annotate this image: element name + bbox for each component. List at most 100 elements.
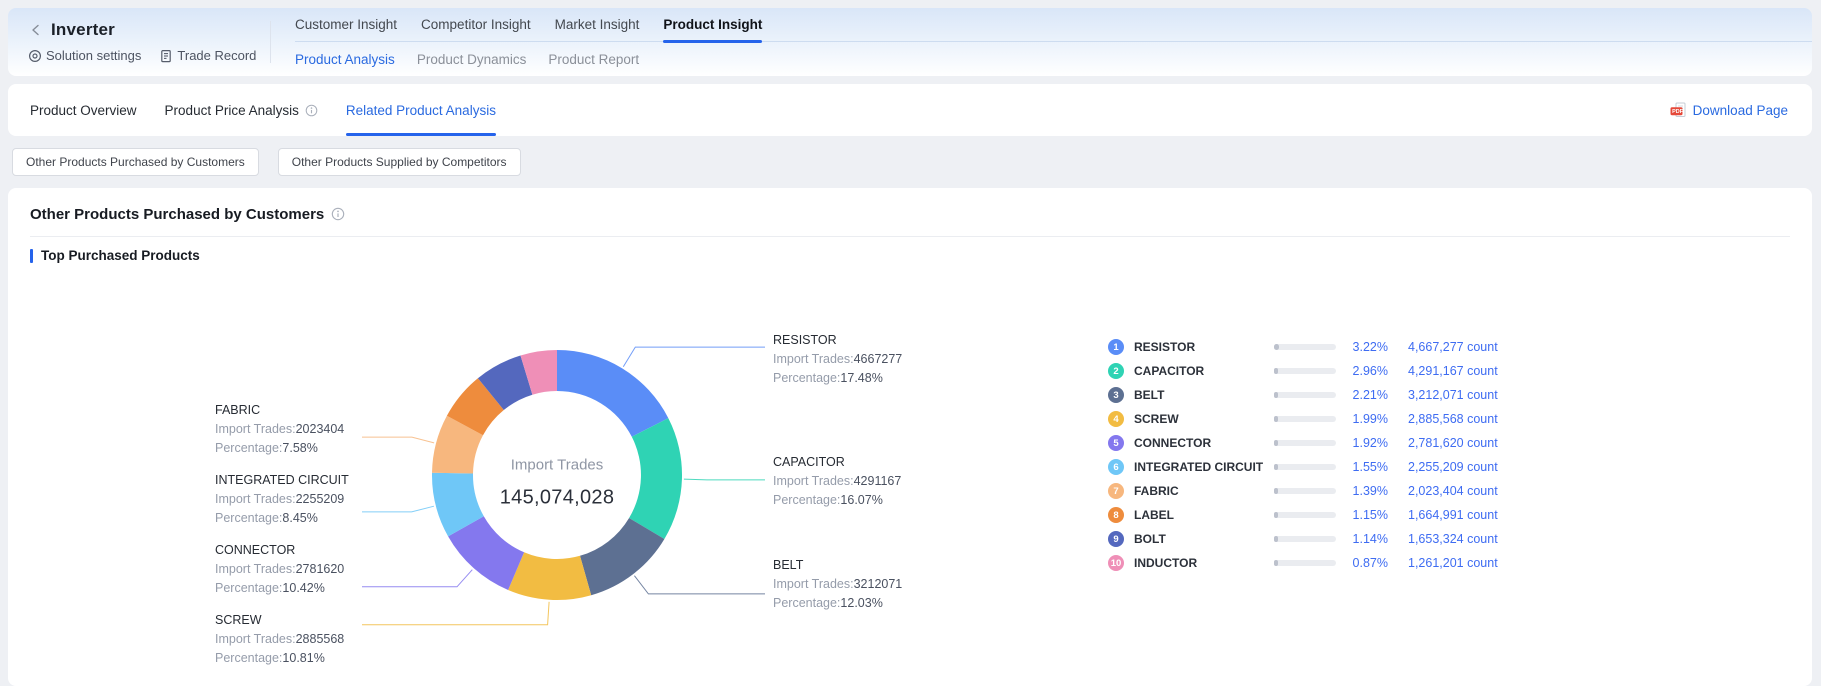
callout-percentage: Percentage:17.48% [773, 369, 902, 388]
share-bar [1274, 488, 1336, 494]
download-page-label: Download Page [1693, 103, 1788, 118]
main-tabs: Customer Insight Competitor Insight Market… [295, 8, 1812, 42]
share-bar-fill [1274, 344, 1279, 350]
callout-product-name: INTEGRATED CIRCUIT [215, 471, 349, 490]
callout-pct-prefix: Percentage: [215, 511, 282, 525]
toolbar-tab-label: Product Overview [30, 103, 137, 118]
share-bar [1274, 512, 1336, 518]
page: Inverter Solution settings Trade Record … [0, 0, 1821, 686]
donut-segment-capacitor[interactable] [629, 418, 682, 539]
callout-import-trades: Import Trades:2885568 [215, 630, 344, 649]
callout-pct-prefix: Percentage: [773, 371, 840, 385]
back-chevron-icon[interactable] [28, 22, 44, 38]
donut-callout-screw: SCREWImport Trades:2885568Percentage:10.… [215, 611, 344, 668]
callout-product-name: SCREW [215, 611, 344, 630]
product-name: INDUCTOR [1134, 556, 1274, 570]
callout-pct-value: 10.42% [282, 581, 324, 595]
callout-import-trades: Import Trades:2255209 [215, 490, 349, 509]
tab-customer-insight[interactable]: Customer Insight [295, 8, 397, 41]
trade-count: 2,023,404 count [1408, 484, 1498, 498]
toolbar-tab-label: Related Product Analysis [346, 103, 496, 118]
product-name: INTEGRATED CIRCUIT [1134, 460, 1274, 474]
callout-trades-prefix: Import Trades: [215, 562, 296, 576]
tab-product-insight[interactable]: Product Insight [663, 8, 762, 41]
rank-badge: 10 [1108, 555, 1124, 571]
callout-percentage: Percentage:12.03% [773, 594, 902, 613]
product-name: LABEL [1134, 508, 1274, 522]
rank-badge: 8 [1108, 507, 1124, 523]
sub-tabs: Product Analysis Product Dynamics Product … [295, 42, 1812, 76]
trade-count: 2,255,209 count [1408, 460, 1498, 474]
toolbar-tab-product-price-analysis[interactable]: Product Price Analysis [165, 84, 318, 136]
rank-badge: 9 [1108, 531, 1124, 547]
tab-competitor-insight[interactable]: Competitor Insight [421, 8, 531, 41]
donut-callout-integrated-circuit: INTEGRATED CIRCUITImport Trades:2255209 P… [215, 471, 349, 528]
donut-callout-belt: BELTImport Trades:3212071Percentage:12.0… [773, 556, 902, 613]
product-name: FABRIC [1134, 484, 1274, 498]
callout-pct-prefix: Percentage: [215, 441, 282, 455]
label-line-fabric [362, 437, 434, 443]
subtab-product-analysis[interactable]: Product Analysis [295, 52, 395, 67]
filter-button-other-products-purchased-by-customers[interactable]: Other Products Purchased by Customers [12, 148, 259, 176]
donut-callout-connector: CONNECTORImport Trades:2781620Percentage… [215, 541, 344, 598]
solution-settings-button[interactable]: Solution settings [28, 48, 141, 63]
callout-pct-value: 8.45% [282, 511, 317, 525]
share-bar-fill [1274, 536, 1278, 542]
subtab-product-report[interactable]: Product Report [548, 52, 639, 67]
header-left: Inverter Solution settings Trade Record [8, 8, 270, 76]
callout-product-name: BELT [773, 556, 902, 575]
ranking-row-resistor: 1 RESISTOR 3.22% 4,667,277 count [1108, 335, 1498, 359]
callout-product-name: CONNECTOR [215, 541, 344, 560]
subtab-product-dynamics[interactable]: Product Dynamics [417, 52, 527, 67]
filter-button-other-products-supplied-by-competitors[interactable]: Other Products Supplied by Competitors [278, 148, 521, 176]
share-percent: 3.22% [1336, 340, 1388, 354]
callout-trades-value: 2023404 [296, 422, 345, 436]
toolbar-tab-product-overview[interactable]: Product Overview [30, 84, 137, 136]
accent-bar [30, 249, 33, 263]
rank-badge: 1 [1108, 339, 1124, 355]
share-bar [1274, 416, 1336, 422]
label-line-integrated-circuit [362, 506, 434, 512]
donut-callout-fabric: FABRICImport Trades:2023404Percentage:7.… [215, 401, 344, 458]
rank-badge: 5 [1108, 435, 1124, 451]
share-bar [1274, 368, 1336, 374]
ranking-row-screw: 4SCREW1.99%2,885,568 count [1108, 407, 1498, 431]
info-icon[interactable] [331, 207, 345, 221]
header: Inverter Solution settings Trade Record … [8, 8, 1812, 76]
callout-percentage: Percentage:7.58% [215, 439, 344, 458]
product-name: RESISTOR [1134, 340, 1274, 354]
trade-count: 4,291,167 count [1408, 364, 1498, 378]
chart-area: Import Trades 145,074,028 RESISTORImport… [30, 268, 1790, 668]
trade-count: 1,653,324 count [1408, 532, 1498, 546]
callout-import-trades: Import Trades:4291167 [773, 472, 901, 491]
tab-market-insight[interactable]: Market Insight [555, 8, 640, 41]
callout-trades-prefix: Import Trades: [215, 492, 296, 506]
callout-percentage: Percentage:10.81% [215, 649, 344, 668]
share-bar-fill [1274, 392, 1278, 398]
rank-badge: 3 [1108, 387, 1124, 403]
callout-product-name: CAPACITOR [773, 453, 901, 472]
info-icon [305, 104, 318, 117]
share-bar [1274, 392, 1336, 398]
donut-segment-resistor[interactable] [557, 350, 668, 437]
rank-badge: 2 [1108, 363, 1124, 379]
trade-count: 4,667,277 count [1408, 340, 1498, 354]
callout-import-trades: Import Trades:4667277 [773, 350, 902, 369]
share-bar-fill [1274, 440, 1278, 446]
toolbar: Product Overview Product Price Analysis Re… [8, 84, 1812, 136]
callout-trades-prefix: Import Trades: [215, 422, 296, 436]
callout-pct-value: 17.48% [840, 371, 882, 385]
top-products-ranking: 1RESISTOR3.22%4,667,277 count2CAPACITOR2… [1108, 335, 1498, 575]
trade-record-button[interactable]: Trade Record [159, 48, 256, 63]
callout-pct-value: 16.07% [840, 493, 882, 507]
product-name: SCREW [1134, 412, 1274, 426]
ranking-row-bolt: 9BOLT1.14%1,653,324 count [1108, 527, 1498, 551]
product-name: CONNECTOR [1134, 436, 1274, 450]
download-page-button[interactable]: PDF Download Page [1670, 102, 1788, 118]
product-name: BELT [1134, 388, 1274, 402]
ranking-row-capacitor: 2CAPACITOR2.96%4,291,167 count [1108, 359, 1498, 383]
share-percent: 2.96% [1336, 364, 1388, 378]
toolbar-tab-related-product-analysis[interactable]: Related Product Analysis [346, 84, 496, 136]
share-bar [1274, 536, 1336, 542]
callout-pct-prefix: Percentage: [773, 493, 840, 507]
